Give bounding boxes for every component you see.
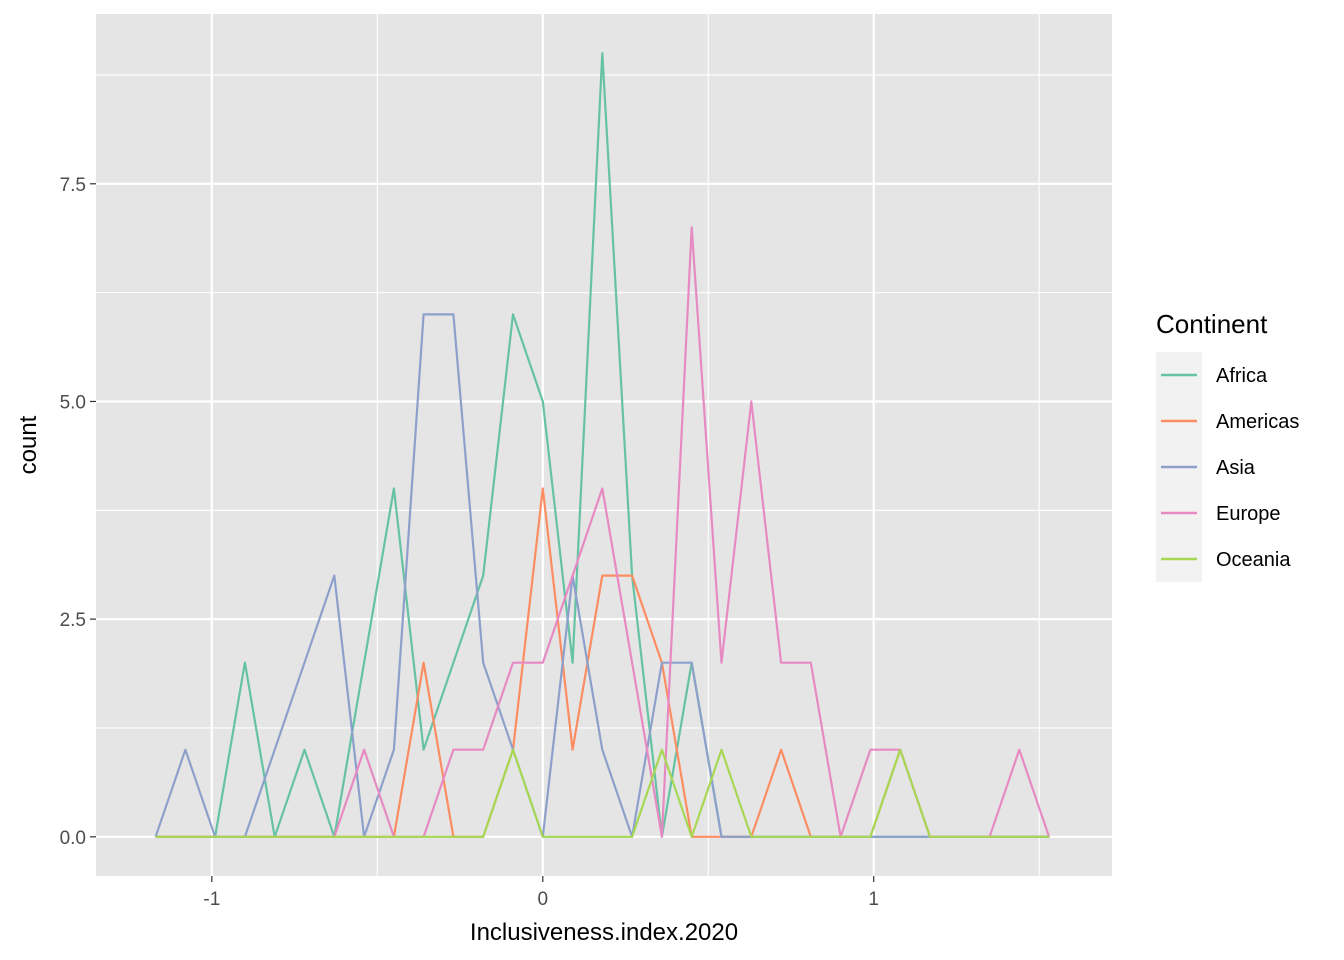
y-tick-label: 0.0 bbox=[60, 828, 86, 849]
y-axis: 0.0 2.5 5.0 7.5 bbox=[60, 175, 96, 849]
x-axis: -1 0 1 bbox=[203, 876, 879, 910]
legend-items: Africa Americas Asia Europe Oceania bbox=[1161, 365, 1299, 571]
x-tick-label: 1 bbox=[868, 889, 879, 910]
series-lines bbox=[154, 52, 1051, 838]
grid-minor bbox=[45, 14, 1112, 876]
series-line-oceania bbox=[155, 748, 1050, 838]
legend: Continent Africa Americas Asia Europe Oceani… bbox=[1156, 309, 1299, 582]
y-tick-label: 7.5 bbox=[60, 175, 86, 196]
y-tick-label: 5.0 bbox=[60, 392, 86, 413]
x-tick-label: 0 bbox=[537, 889, 548, 910]
legend-label-asia: Asia bbox=[1216, 457, 1256, 479]
series-line-asia bbox=[154, 313, 1050, 838]
legend-title: Continent bbox=[1156, 309, 1268, 339]
legend-label-europe: Europe bbox=[1216, 503, 1281, 525]
legend-label-africa: Africa bbox=[1216, 365, 1268, 387]
x-axis-title: Inclusiveness.index.2020 bbox=[470, 919, 738, 946]
panel-background bbox=[96, 14, 1112, 876]
x-tick-label: -1 bbox=[203, 889, 220, 910]
y-tick-label: 2.5 bbox=[60, 610, 86, 631]
legend-label-americas: Americas bbox=[1216, 411, 1299, 433]
legend-label-oceania: Oceania bbox=[1216, 549, 1291, 571]
y-axis-title: count bbox=[15, 415, 42, 474]
